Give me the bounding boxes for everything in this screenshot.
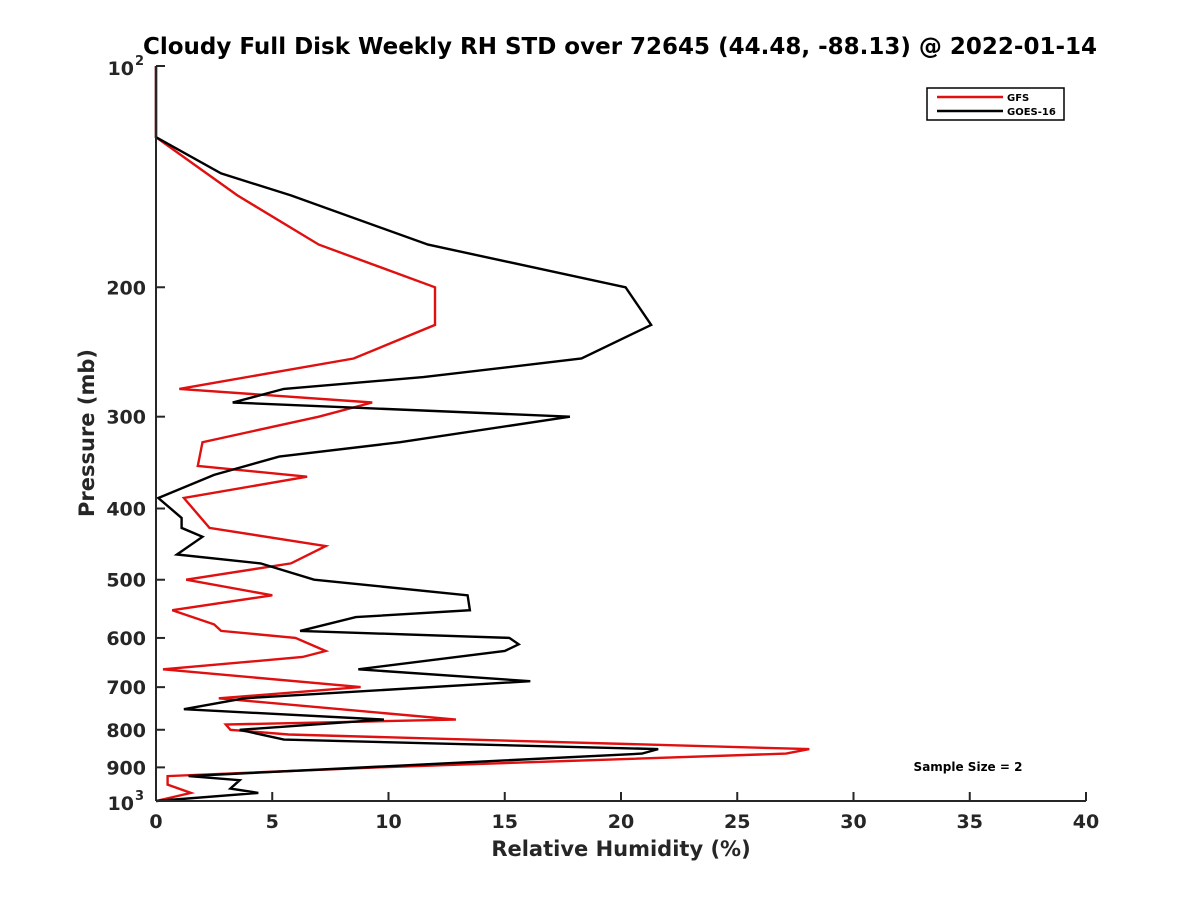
sample-size-annotation: Sample Size = 2 [914,760,1023,774]
series-line-gfs [154,66,810,803]
x-tick-label: 10 [375,811,401,833]
legend-label-goes16: GOES-16 [1007,107,1056,118]
y-tick-label: 300 [106,407,146,429]
x-axis-ticks: 0 5 10 15 20 25 30 35 40 [149,792,1099,833]
y-tick-label: 800 [106,720,146,742]
x-tick-label: 20 [608,811,634,833]
y-tick-label-base: 10 [108,793,134,815]
y-tick-label: 600 [106,628,146,650]
chart-title: Cloudy Full Disk Weekly RH STD over 7264… [143,34,1097,60]
y-tick-label-exponent: 2 [135,54,144,69]
series-layer [154,66,810,803]
x-tick-label: 40 [1073,811,1099,833]
legend-box [926,87,1065,121]
legend-label-gfs: GFS [1007,93,1029,104]
x-tick-label: 25 [724,811,750,833]
x-tick-label: 30 [840,811,866,833]
y-tick-label: 400 [106,499,146,521]
series-line-goes16 [154,66,659,803]
plot-area: 0 5 10 15 20 25 30 35 40 10 220030040050060070080… [106,54,1099,833]
y-tick-label: 700 [106,677,146,699]
y-tick-label: 900 [106,757,146,779]
x-tick-label: 5 [266,811,279,833]
x-axis-label: Relative Humidity (%) [491,837,750,861]
legend: GFS GOES-16 [926,87,1065,121]
y-tick-label: 200 [106,277,146,299]
x-tick-label: 35 [957,811,983,833]
y-tick-label-power: 10 3 [108,789,145,815]
y-tick-label-base: 10 [108,58,134,80]
x-tick-label: 15 [492,811,518,833]
y-tick-label-power: 10 2 [108,54,145,80]
y-tick-label-exponent: 3 [135,789,144,804]
y-tick-label: 500 [106,570,146,592]
x-tick-label: 0 [149,811,162,833]
y-axis-label: Pressure (mb) [75,349,99,517]
